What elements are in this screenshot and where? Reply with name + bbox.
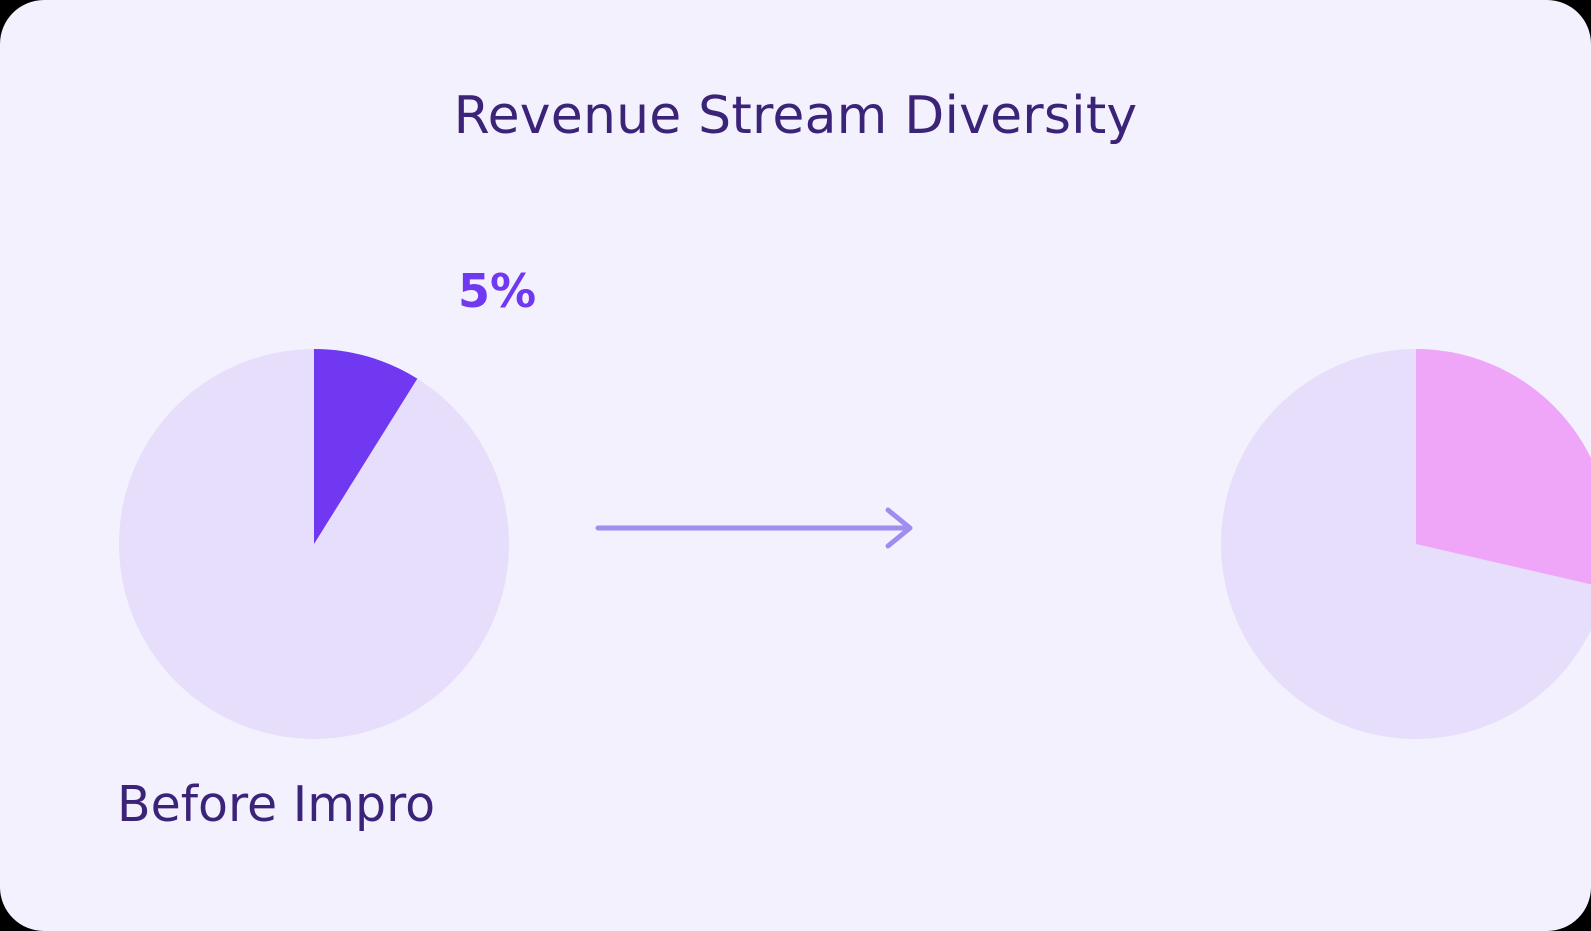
page-title: Revenue Stream Diversity (453, 86, 1138, 146)
pie-accent-slice-before (314, 349, 418, 544)
panel-after: 20% After Impro (960, 0, 1591, 931)
pie-chart-after (1221, 349, 1591, 739)
pie-chart-before (119, 349, 509, 739)
panel-before: 5% Before Impro (0, 0, 630, 931)
arrow-right-icon (595, 507, 913, 549)
stage-label-before: Before Impro (117, 776, 436, 833)
pie-accent-slice-after (1416, 349, 1591, 585)
percentage-label-before: 5% (458, 264, 537, 318)
